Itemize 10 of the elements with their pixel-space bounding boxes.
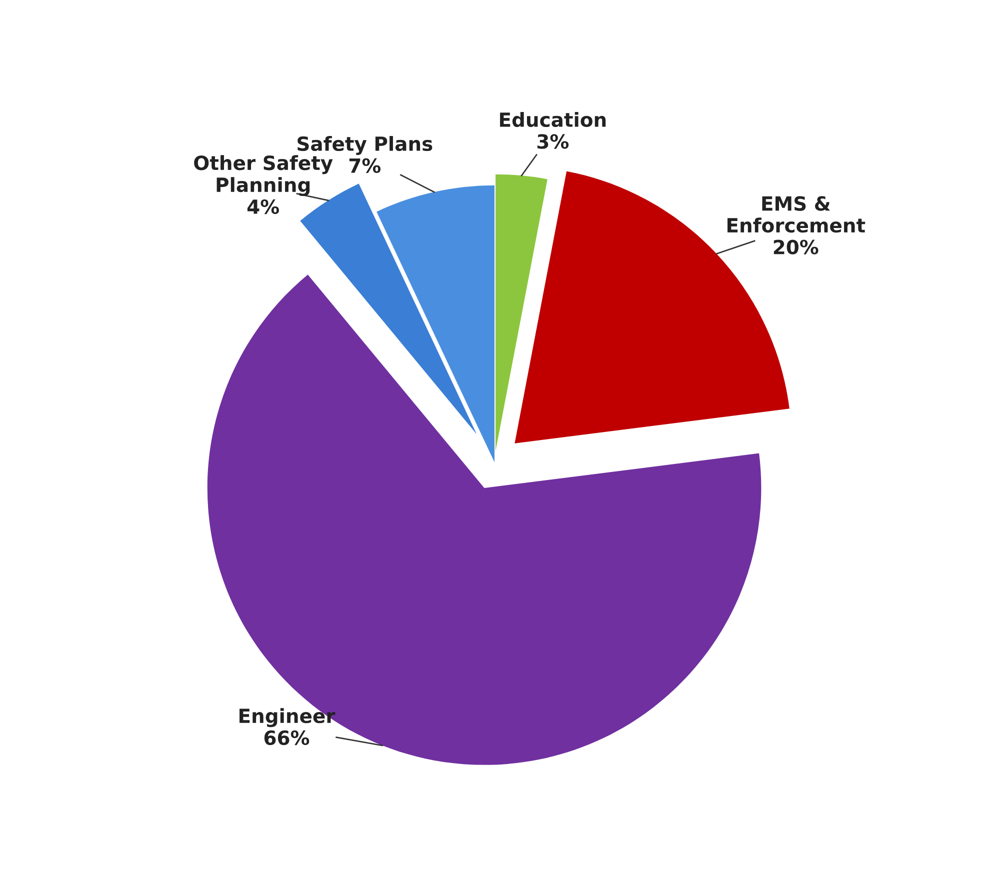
data-label: 20% <box>774 240 818 254</box>
slice-label: EMS & Enforcement <box>728 196 866 233</box>
slice-label: Safety Plans <box>298 136 432 155</box>
slice-label: Education <box>500 112 606 128</box>
data-label: 66% <box>264 730 310 746</box>
data-label: 3% <box>537 134 569 149</box>
data-label: 4% <box>247 199 279 214</box>
data-label: 7% <box>349 158 381 173</box>
slice-label: Engineer <box>240 708 336 728</box>
slice-label: Other Safety Planning <box>194 155 333 196</box>
